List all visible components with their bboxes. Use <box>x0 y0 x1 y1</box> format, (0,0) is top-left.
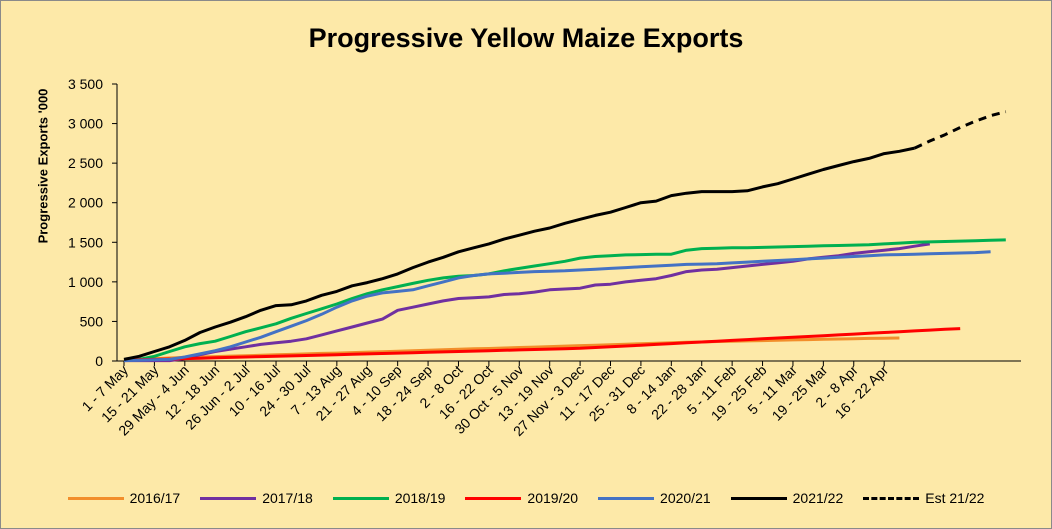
legend-swatch <box>863 496 920 500</box>
y-tick-label: 0 <box>95 353 103 369</box>
y-tick-label: 2 000 <box>68 195 103 211</box>
legend-swatch <box>200 496 257 500</box>
legend-item: 2019/20 <box>465 490 578 506</box>
legend-swatch <box>67 496 124 500</box>
series-line-2019-20 <box>123 327 961 362</box>
y-tick-label: 1 000 <box>68 274 103 290</box>
legend-swatch <box>332 496 389 500</box>
legend-label: 2019/20 <box>527 490 579 506</box>
legend-swatch <box>465 496 522 500</box>
y-tick-label: 2 500 <box>68 155 103 171</box>
legend: 2016/17 2017/18 2018/19 2019/20 2020/21 2021/… <box>1 487 1051 509</box>
y-tick-label: 1 500 <box>68 234 103 250</box>
legend-label: 2016/17 <box>129 490 181 506</box>
legend-label: 2018/19 <box>394 490 446 506</box>
chart-title: Progressive Yellow Maize Exports <box>308 23 744 53</box>
series-line-2021-22 <box>123 146 915 361</box>
legend-item: Est 21/22 <box>863 490 984 506</box>
series-line-est-21-22 <box>913 110 1007 150</box>
legend-label: 2020/21 <box>660 490 711 506</box>
legend-swatch <box>598 496 655 500</box>
legend-label: Est 21/22 <box>925 490 985 506</box>
legend-item: 2018/19 <box>332 490 446 506</box>
legend-label: 2017/18 <box>262 490 313 506</box>
legend-item: 2020/21 <box>598 490 711 506</box>
y-tick-label: 3 000 <box>68 116 103 132</box>
y-tick-label: 500 <box>80 313 104 329</box>
legend-item: 2021/22 <box>730 490 844 506</box>
series-line-2020-21 <box>123 250 991 363</box>
legend-item: 2016/17 <box>67 490 181 506</box>
legend-swatch <box>730 496 787 500</box>
y-tick-label: 3 500 <box>68 76 103 92</box>
series-line-2018-19 <box>123 238 1006 362</box>
legend-label: 2021/22 <box>792 490 844 506</box>
legend-item: 2017/18 <box>200 490 313 506</box>
